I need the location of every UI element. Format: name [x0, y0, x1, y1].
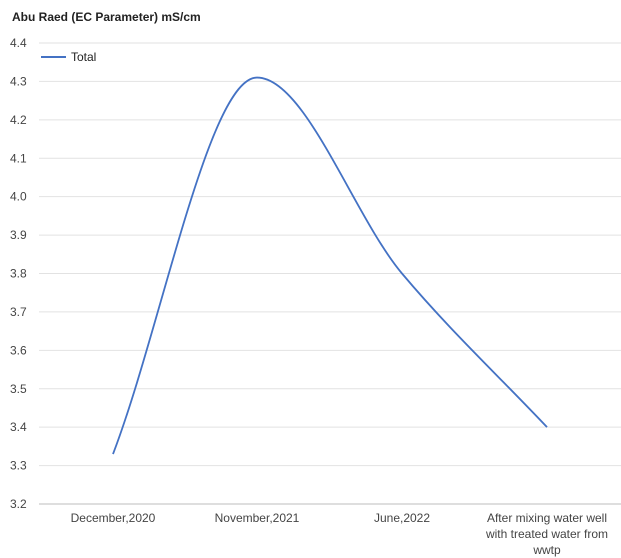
legend-label: Total [71, 50, 96, 64]
y-tick-label: 3.8 [10, 267, 27, 281]
y-tick-label: 4.0 [10, 190, 27, 204]
y-tick-label: 3.2 [10, 497, 27, 511]
y-tick-label: 3.5 [10, 382, 27, 396]
series-lines [112, 76, 548, 455]
chart-title: Abu Raed (EC Parameter) mS/cm [12, 10, 201, 24]
y-tick-label: 4.1 [10, 151, 27, 165]
grid-lines [39, 42, 621, 505]
x-axis-ticks: December,2020 November,2021 June,2022 After… [71, 511, 608, 557]
x-tick-label: November,2021 [215, 511, 300, 525]
x-tick-label: December,2020 [71, 511, 156, 525]
x-tick-label: June,2022 [374, 511, 430, 525]
y-tick-label: 4.3 [10, 74, 27, 88]
y-tick-label: 3.6 [10, 343, 27, 357]
y-tick-label: 4.2 [10, 113, 27, 127]
series-line-total [112, 76, 548, 455]
y-tick-label: 3.9 [10, 228, 27, 242]
y-tick-label: 4.4 [10, 36, 27, 50]
x-tick-label: After mixing water well with treated wate… [485, 511, 608, 557]
y-tick-label: 3.4 [10, 420, 27, 434]
legend: Total [41, 50, 96, 64]
y-tick-label: 3.3 [10, 459, 27, 473]
y-tick-label: 3.7 [10, 305, 27, 319]
y-axis-ticks: 3.2 3.3 3.4 3.5 3.6 3.7 3.8 3.9 4.0 4.1 4.2 4.3 4.4 [10, 36, 27, 511]
